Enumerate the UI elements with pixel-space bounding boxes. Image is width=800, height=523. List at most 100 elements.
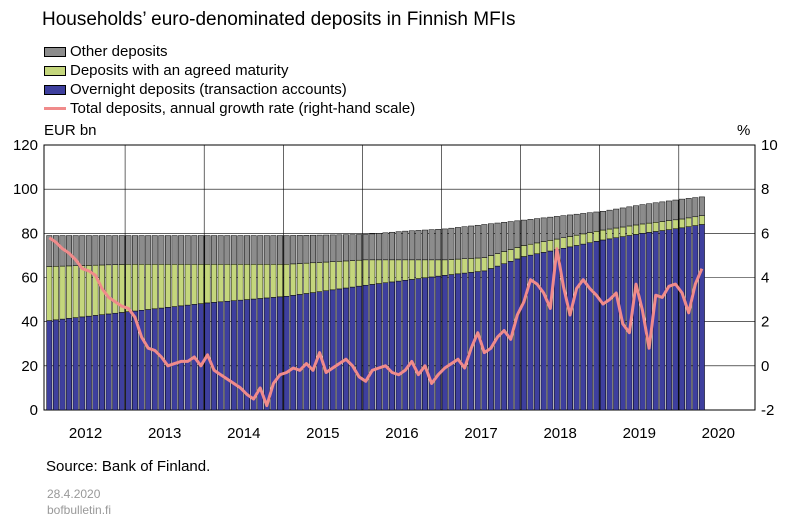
- bar-agreed-maturity: [250, 264, 257, 300]
- bar-overnight: [375, 283, 382, 411]
- y-tick-label-left: 40: [21, 314, 38, 331]
- bar-overnight: [586, 242, 593, 411]
- bar-other: [356, 234, 363, 261]
- bar-other: [105, 235, 112, 266]
- bar-other: [303, 235, 310, 264]
- bar-agreed-maturity: [316, 262, 323, 292]
- bar-agreed-maturity: [237, 264, 244, 301]
- bar-agreed-maturity: [138, 264, 145, 311]
- bar-other: [145, 235, 152, 265]
- bar-agreed-maturity: [290, 263, 297, 296]
- legend: Other deposits Deposits with an agreed m…: [44, 42, 415, 118]
- x-tick-label: 2012: [69, 425, 102, 442]
- bar-agreed-maturity: [72, 265, 79, 318]
- bar-overnight: [52, 319, 59, 411]
- bar-other: [85, 235, 92, 266]
- bar-overnight: [534, 253, 541, 411]
- bar-overnight: [600, 239, 606, 411]
- bar-other: [191, 235, 198, 265]
- bar-overnight: [99, 314, 105, 411]
- bar-other: [92, 235, 99, 266]
- bar-other: [560, 215, 567, 239]
- bar-overnight: [547, 250, 554, 411]
- bar-overnight: [165, 307, 171, 411]
- bar-other: [250, 235, 257, 265]
- bar-other: [494, 222, 501, 254]
- bar-overnight: [105, 313, 112, 411]
- y-tick-label-left: 0: [30, 402, 38, 419]
- bar-other: [665, 200, 672, 221]
- footer-site: bofbulletin.fi: [47, 503, 112, 517]
- bar-overnight: [336, 288, 343, 411]
- bar-agreed-maturity: [165, 264, 171, 308]
- bar-overnight: [633, 234, 639, 411]
- bar-agreed-maturity: [573, 234, 580, 246]
- bar-other: [448, 227, 455, 260]
- bar-other: [342, 234, 349, 262]
- bar-overnight: [125, 311, 132, 411]
- bar-other: [277, 235, 283, 265]
- bar-overnight: [211, 302, 218, 411]
- bar-other: [455, 227, 461, 260]
- bar-overnight: [197, 303, 204, 411]
- legend-label-growth: Total deposits, annual growth rate (righ…: [70, 100, 416, 117]
- bar-agreed-maturity: [606, 228, 613, 240]
- bar-agreed-maturity: [362, 259, 369, 286]
- bar-agreed-maturity: [217, 264, 224, 303]
- bar-other: [633, 205, 639, 226]
- bar-other: [52, 235, 59, 267]
- legend-label-overnight: Overnight deposits (transaction accounts…: [70, 81, 347, 98]
- bar-overnight: [593, 241, 600, 411]
- bar-other: [158, 235, 165, 265]
- bar-overnight: [659, 230, 666, 411]
- y-tick-label-right: 4: [761, 270, 769, 287]
- bar-agreed-maturity: [382, 259, 389, 283]
- bar-overnight: [138, 310, 145, 411]
- bar-other: [263, 235, 270, 265]
- bar-overnight: [59, 318, 66, 411]
- bar-other: [178, 235, 185, 265]
- bar-other: [402, 230, 409, 261]
- bar-other: [540, 217, 547, 242]
- source-note: Source: Bank of Finland.: [46, 458, 211, 475]
- bar-other: [408, 230, 415, 261]
- bar-overnight: [580, 243, 587, 411]
- bar-other: [626, 206, 633, 227]
- bar-overnight: [277, 296, 283, 411]
- y-tick-label-right: -2: [761, 402, 774, 419]
- bar-overnight: [85, 315, 92, 411]
- bar-agreed-maturity: [698, 215, 705, 225]
- bar-agreed-maturity: [178, 264, 185, 307]
- bar-overnight: [151, 308, 158, 411]
- bar-overnight: [540, 252, 547, 411]
- bar-other: [197, 235, 204, 265]
- legend-swatch-agreed: [44, 65, 66, 76]
- legend-label-agreed: Deposits with an agreed maturity: [70, 62, 289, 79]
- bar-agreed-maturity: [296, 263, 303, 295]
- bar-agreed-maturity: [171, 264, 178, 307]
- bar-agreed-maturity: [600, 229, 606, 241]
- bar-other: [310, 234, 316, 264]
- bar-agreed-maturity: [507, 249, 514, 262]
- bar-overnight: [310, 292, 316, 411]
- bar-overnight: [481, 270, 488, 411]
- bar-agreed-maturity: [422, 259, 428, 279]
- bar-agreed-maturity: [204, 264, 211, 304]
- bar-overnight: [422, 277, 428, 411]
- bar-agreed-maturity: [158, 264, 165, 309]
- y-tick-label-left: 120: [13, 137, 38, 154]
- bar-overnight: [112, 312, 119, 411]
- bar-overnight: [698, 224, 705, 411]
- bar-other: [474, 224, 481, 259]
- bar-overnight: [685, 226, 692, 411]
- y-tick-label-left: 20: [21, 358, 38, 375]
- bar-other: [244, 235, 250, 265]
- y-tick-label-right: 10: [761, 137, 778, 154]
- bar-other: [520, 219, 527, 246]
- bar-other: [237, 235, 244, 265]
- bar-other: [567, 214, 573, 237]
- legend-item-other: Other deposits: [44, 42, 415, 61]
- bar-agreed-maturity: [303, 262, 310, 294]
- bar-overnight: [487, 268, 494, 411]
- bar-overnight: [382, 282, 389, 411]
